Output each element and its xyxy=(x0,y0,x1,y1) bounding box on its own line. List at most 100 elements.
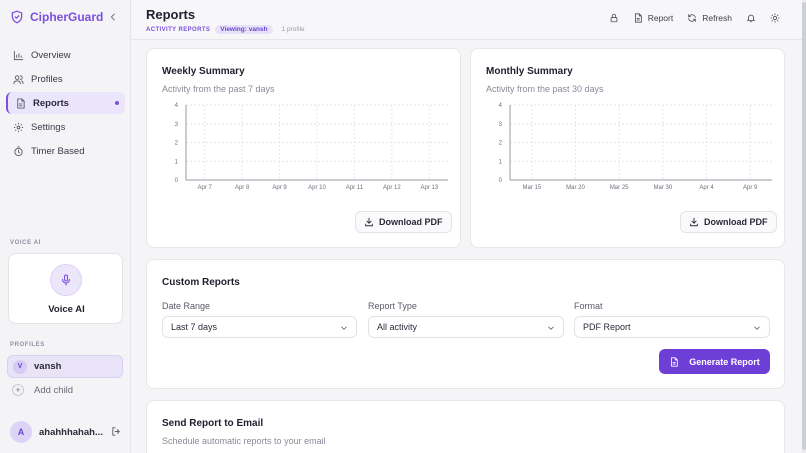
profiles-section-label: PROFILES xyxy=(10,342,45,348)
weekly-download-pdf-button[interactable]: Download PDF xyxy=(355,211,452,233)
weekly-ytick-label: 0 xyxy=(175,178,179,184)
refresh-button[interactable]: Refresh xyxy=(687,13,732,23)
format-value: PDF Report xyxy=(583,322,631,332)
monthly-chart-svg: 0 1 2 3 4 Mar 15 Mar 20 Mar 25 Mar 30 Apr 4 Apr 9 xyxy=(499,103,772,191)
viewing-badge: Viewing: vansh xyxy=(215,25,273,34)
profile-name: vansh xyxy=(34,361,62,372)
weekly-xtick-label: Apr 10 xyxy=(308,185,326,191)
sidebar-item-label: Reports xyxy=(33,97,69,109)
sidebar-item-reports[interactable]: Reports xyxy=(6,92,125,114)
refresh-button-label: Refresh xyxy=(702,13,732,23)
user-account[interactable]: A ahahhhahah... xyxy=(10,421,122,443)
page-header: Reports ACTIVITY REPORTS Viewing: vansh … xyxy=(131,0,806,40)
format-label: Format xyxy=(574,301,603,311)
breadcrumb-section: ACTIVITY REPORTS xyxy=(146,26,211,33)
document-icon xyxy=(671,356,678,367)
monthly-summary-card: Monthly Summary Activity from the past 3… xyxy=(470,48,785,248)
weekly-ytick-label: 1 xyxy=(175,159,179,165)
shield-check-icon xyxy=(11,10,23,24)
download-pdf-label: Download PDF xyxy=(379,217,443,227)
brand[interactable]: CipherGuard xyxy=(10,10,120,24)
report-type-select[interactable]: All activity xyxy=(368,316,564,338)
date-range-label: Date Range xyxy=(162,301,211,311)
monthly-xtick-label: Apr 4 xyxy=(699,185,714,191)
monthly-title: Monthly Summary xyxy=(486,66,573,77)
users-icon xyxy=(13,74,24,84)
report-button[interactable]: Report xyxy=(633,13,674,23)
generate-report-button[interactable]: Generate Report xyxy=(659,349,770,374)
sidebar-item-timer-based[interactable]: Timer Based xyxy=(6,140,125,162)
sidebar-item-settings[interactable]: Settings xyxy=(6,116,125,138)
weekly-ytick-label: 3 xyxy=(175,122,179,128)
generate-report-label: Generate Report xyxy=(689,356,760,367)
profile-item-vansh[interactable]: V vansh xyxy=(7,355,123,378)
monthly-xtick-label: Apr 9 xyxy=(743,185,758,191)
format-select[interactable]: PDF Report xyxy=(574,316,770,338)
chevron-left-icon[interactable] xyxy=(108,12,118,22)
weekly-xtick-label: Apr 8 xyxy=(235,185,250,191)
weekly-xtick-label: Apr 9 xyxy=(272,185,287,191)
timer-icon xyxy=(14,145,23,156)
sidebar-item-label: Settings xyxy=(31,121,66,133)
bell-icon[interactable] xyxy=(746,13,756,23)
send-email-subtitle: Schedule automatic reports to your email xyxy=(162,436,326,446)
page-scrollbar[interactable] xyxy=(802,0,806,453)
breadcrumb: ACTIVITY REPORTS Viewing: vansh 1 profil… xyxy=(146,25,305,34)
monthly-ytick-label: 4 xyxy=(499,103,503,109)
monthly-xtick-label: Mar 25 xyxy=(610,185,629,191)
monthly-download-pdf-button[interactable]: Download PDF xyxy=(680,211,777,233)
sidebar-nav: Overview Profiles Reports Settings Timer… xyxy=(6,44,125,164)
scrollbar-thumb[interactable] xyxy=(802,2,806,450)
voice-ai-card[interactable]: Voice AI xyxy=(8,253,123,324)
monthly-ytick-label: 3 xyxy=(499,122,503,128)
voice-ai-button[interactable] xyxy=(50,264,82,296)
gear-icon xyxy=(13,122,24,132)
monthly-ytick-label: 1 xyxy=(499,159,503,165)
weekly-summary-card: Weekly Summary Activity from the past 7 … xyxy=(146,48,461,248)
profile-count: 1 profile xyxy=(281,26,305,33)
bar-chart-icon xyxy=(13,50,24,60)
send-email-title: Send Report to Email xyxy=(162,418,264,429)
date-range-select[interactable]: Last 7 days xyxy=(162,316,357,338)
send-email-card: Send Report to Email Schedule automatic … xyxy=(146,400,785,453)
refresh-icon xyxy=(688,14,696,22)
voice-ai-label: Voice AI xyxy=(48,304,85,315)
voice-ai-section-label: VOICE AI xyxy=(10,240,41,246)
microphone-icon xyxy=(61,274,71,286)
page-title: Reports xyxy=(146,7,196,22)
avatar: V xyxy=(13,359,27,374)
user-name: ahahhhahah... xyxy=(39,426,103,438)
document-icon xyxy=(17,97,25,109)
weekly-subtitle: Activity from the past 7 days xyxy=(162,84,275,94)
brand-name: CipherGuard xyxy=(30,10,104,24)
sidebar-item-profiles[interactable]: Profiles xyxy=(6,68,125,90)
download-icon xyxy=(365,217,373,227)
sidebar: CipherGuard Overview Profiles Reports Se… xyxy=(0,0,131,453)
weekly-xtick-label: Apr 13 xyxy=(420,185,438,191)
monthly-xtick-label: Mar 30 xyxy=(653,185,672,191)
weekly-title: Weekly Summary xyxy=(162,66,245,77)
monthly-ytick-label: 0 xyxy=(499,178,503,184)
weekly-chart-svg: 0 1 2 3 4 Apr 7 Apr 8 Apr 9 Apr 10 Apr 11 Apr 12 Ap… xyxy=(175,103,448,191)
report-type-label: Report Type xyxy=(368,301,417,311)
sidebar-item-label: Overview xyxy=(31,49,71,61)
sidebar-item-overview[interactable]: Overview xyxy=(6,44,125,66)
weekly-chart: 0 1 2 3 4 Apr 7 Apr 8 Apr 9 Apr 10 Apr 11 Apr 12 Ap… xyxy=(162,101,452,198)
report-type-value: All activity xyxy=(377,322,418,332)
user-avatar: A xyxy=(10,421,32,443)
header-actions: Report Refresh xyxy=(595,13,780,23)
chevron-down-icon xyxy=(754,326,760,330)
sun-icon[interactable] xyxy=(770,13,780,23)
monthly-xtick-label: Mar 15 xyxy=(522,185,541,191)
monthly-ytick-label: 2 xyxy=(499,141,503,147)
download-pdf-label: Download PDF xyxy=(704,217,768,227)
document-icon xyxy=(634,13,642,23)
lock-icon[interactable] xyxy=(609,13,619,23)
monthly-xtick-label: Mar 20 xyxy=(566,185,585,191)
add-child-button[interactable]: + Add child xyxy=(12,384,73,396)
logout-icon[interactable] xyxy=(111,426,122,437)
chevron-down-icon xyxy=(548,326,554,330)
custom-reports-card: Custom Reports Date Range Last 7 days Re… xyxy=(146,259,785,389)
add-child-label: Add child xyxy=(34,384,74,396)
report-button-label: Report xyxy=(647,13,674,23)
